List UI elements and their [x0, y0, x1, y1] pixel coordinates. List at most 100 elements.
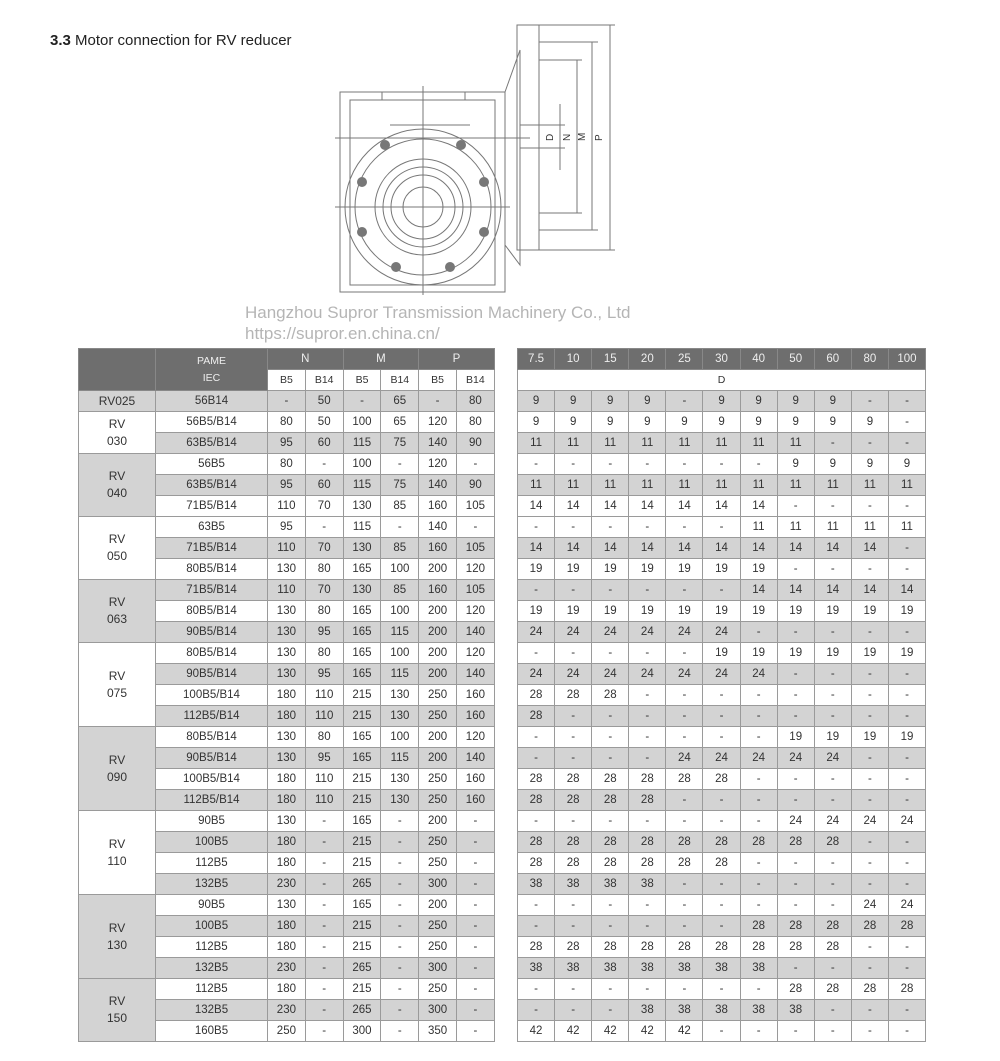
table-row: 28 28 28- - - - - - - - — [516, 684, 927, 706]
diameter-cell: 28 — [628, 768, 667, 790]
diameter-cell: 42 — [591, 1020, 630, 1042]
model-name-line: 110 — [107, 853, 127, 868]
diameter-cell: 28 — [665, 831, 704, 853]
dimension-cell: 130 — [380, 705, 420, 727]
diameter-cell: 19 — [739, 642, 778, 664]
diameter-cell: 28 — [702, 852, 741, 874]
dimension-cell: 250 — [418, 915, 457, 937]
diameter-cell: 9 — [628, 390, 667, 412]
diameter-cell: 38 — [628, 873, 667, 895]
section-title: 3.3 Motor connection for RV reducer — [50, 32, 292, 49]
diameter-cell: - — [702, 726, 741, 748]
diameter-cell: 28 — [850, 978, 889, 1000]
dimension-cell: - — [304, 852, 344, 874]
diameter-cell: - — [516, 579, 556, 601]
diameter-cell: 14 — [516, 495, 556, 517]
diameter-cell: 11 — [516, 432, 556, 454]
dimension-cell: - — [455, 894, 495, 916]
subheader-cell: B5 — [267, 369, 306, 391]
dimension-cell: - — [380, 978, 420, 1000]
iec-cell: 132B5 — [155, 873, 268, 895]
model-cell: RV025 — [78, 390, 156, 412]
dimension-cell: 80 — [267, 411, 306, 433]
table-row: 19 19 19 19 19 19 19 19 19 19 19 — [516, 600, 927, 622]
dimension-cell: 140 — [455, 621, 495, 643]
dimension-cell: 105 — [455, 495, 495, 517]
dimension-cell: 115 — [342, 432, 382, 454]
diameter-cell: - — [739, 873, 778, 895]
dimension-cell: - — [380, 810, 420, 832]
iec-cell: 63B5 — [155, 516, 268, 538]
iec-cell: 56B5 — [155, 453, 268, 475]
dimension-cell: - — [455, 453, 495, 475]
dimension-cell: 130 — [267, 621, 306, 643]
dimension-cell: 160 — [418, 537, 457, 559]
dimension-cell: - — [455, 915, 495, 937]
shaft-diameter-table: 7.5 10 15 20 25 30 40 50 60 80 100 D 9 9 9 9-9 9 9 9- -9 9 9 9… — [516, 348, 927, 1042]
diameter-cell: 11 — [665, 474, 704, 496]
diameter-cell: 28 — [591, 684, 630, 706]
diameter-cell: 42 — [554, 1020, 593, 1042]
dimension-cell: 180 — [267, 978, 306, 1000]
diameter-cell: - — [887, 537, 927, 559]
diameter-cell: - — [887, 390, 927, 412]
dimension-cell: - — [304, 810, 344, 832]
table-row: - - - - - - -28 28 28 28 — [516, 978, 927, 1000]
ratio-header-cell: 7.5 — [516, 348, 556, 370]
dimension-cell: 140 — [455, 747, 495, 769]
diameter-cell: 28 — [628, 936, 667, 958]
dimension-cell: 100 — [380, 726, 420, 748]
table-row: 80B5/B14 130 80 165 100 200 120 — [79, 600, 495, 622]
dimension-cell: 130 — [380, 768, 420, 790]
diameter-cell: - — [850, 705, 889, 727]
diameter-cell: 11 — [665, 432, 704, 454]
dimension-cell: - — [304, 915, 344, 937]
diameter-cell: 24 — [776, 747, 815, 769]
dimension-cell: 115 — [380, 621, 420, 643]
diameter-cell: 11 — [850, 474, 889, 496]
dimension-cell: 215 — [342, 852, 382, 874]
diameter-cell: 19 — [628, 558, 667, 580]
diameter-cell: 28 — [776, 831, 815, 853]
diameter-cell: 11 — [702, 432, 741, 454]
table-row: RV025 56B14-50-65-80 — [78, 390, 495, 412]
diameter-cell: 38 — [776, 999, 815, 1021]
dimension-cell: 350 — [418, 1020, 457, 1042]
table-row: - - - - -19 19 19 19 19 19 — [516, 642, 927, 664]
dimension-cell: 115 — [342, 474, 382, 496]
table-row: 28 28 28 28 28 28 28 28 28- - — [516, 831, 927, 853]
diameter-cell: 11 — [813, 474, 852, 496]
diameter-cell: 38 — [554, 957, 593, 979]
dimension-cell: 215 — [342, 705, 382, 727]
diameter-cell: 38 — [516, 873, 556, 895]
dimension-cell: - — [380, 1020, 420, 1042]
dimension-cell: 80 — [455, 390, 495, 412]
diameter-cell: - — [516, 999, 556, 1021]
diameter-cell: 28 — [591, 936, 630, 958]
diameter-cell: - — [702, 873, 741, 895]
dimension-cell: 80 — [304, 600, 344, 622]
dimension-cell: 160 — [455, 789, 495, 811]
diameter-cell: 19 — [776, 600, 815, 622]
dimension-cell: 80 — [455, 411, 495, 433]
table-row: 28- - - - - - - - - - — [516, 705, 927, 727]
dimension-cell: - — [380, 999, 420, 1021]
diameter-cell: - — [554, 894, 593, 916]
diameter-cell: 9 — [591, 411, 630, 433]
diameter-cell: 24 — [813, 810, 852, 832]
diameter-cell: 9 — [776, 453, 815, 475]
model-cell: RV 150 — [78, 978, 156, 1042]
diameter-cell: 11 — [516, 474, 556, 496]
diameter-cell: - — [776, 1020, 815, 1042]
iec-cell: 112B5 — [155, 936, 268, 958]
diameter-cell: 24 — [813, 747, 852, 769]
dimension-cell: - — [380, 894, 420, 916]
dimension-cell: 300 — [342, 1020, 382, 1042]
diameter-cell: - — [887, 768, 927, 790]
table-row: 71B5/B14 110 70 130 85 160 105 — [79, 495, 495, 517]
diameter-cell: 42 — [516, 1020, 556, 1042]
diameter-cell: - — [776, 768, 815, 790]
diameter-cell: - — [813, 789, 852, 811]
diameter-cell: 9 — [739, 390, 778, 412]
dimension-cell: - — [455, 516, 495, 538]
